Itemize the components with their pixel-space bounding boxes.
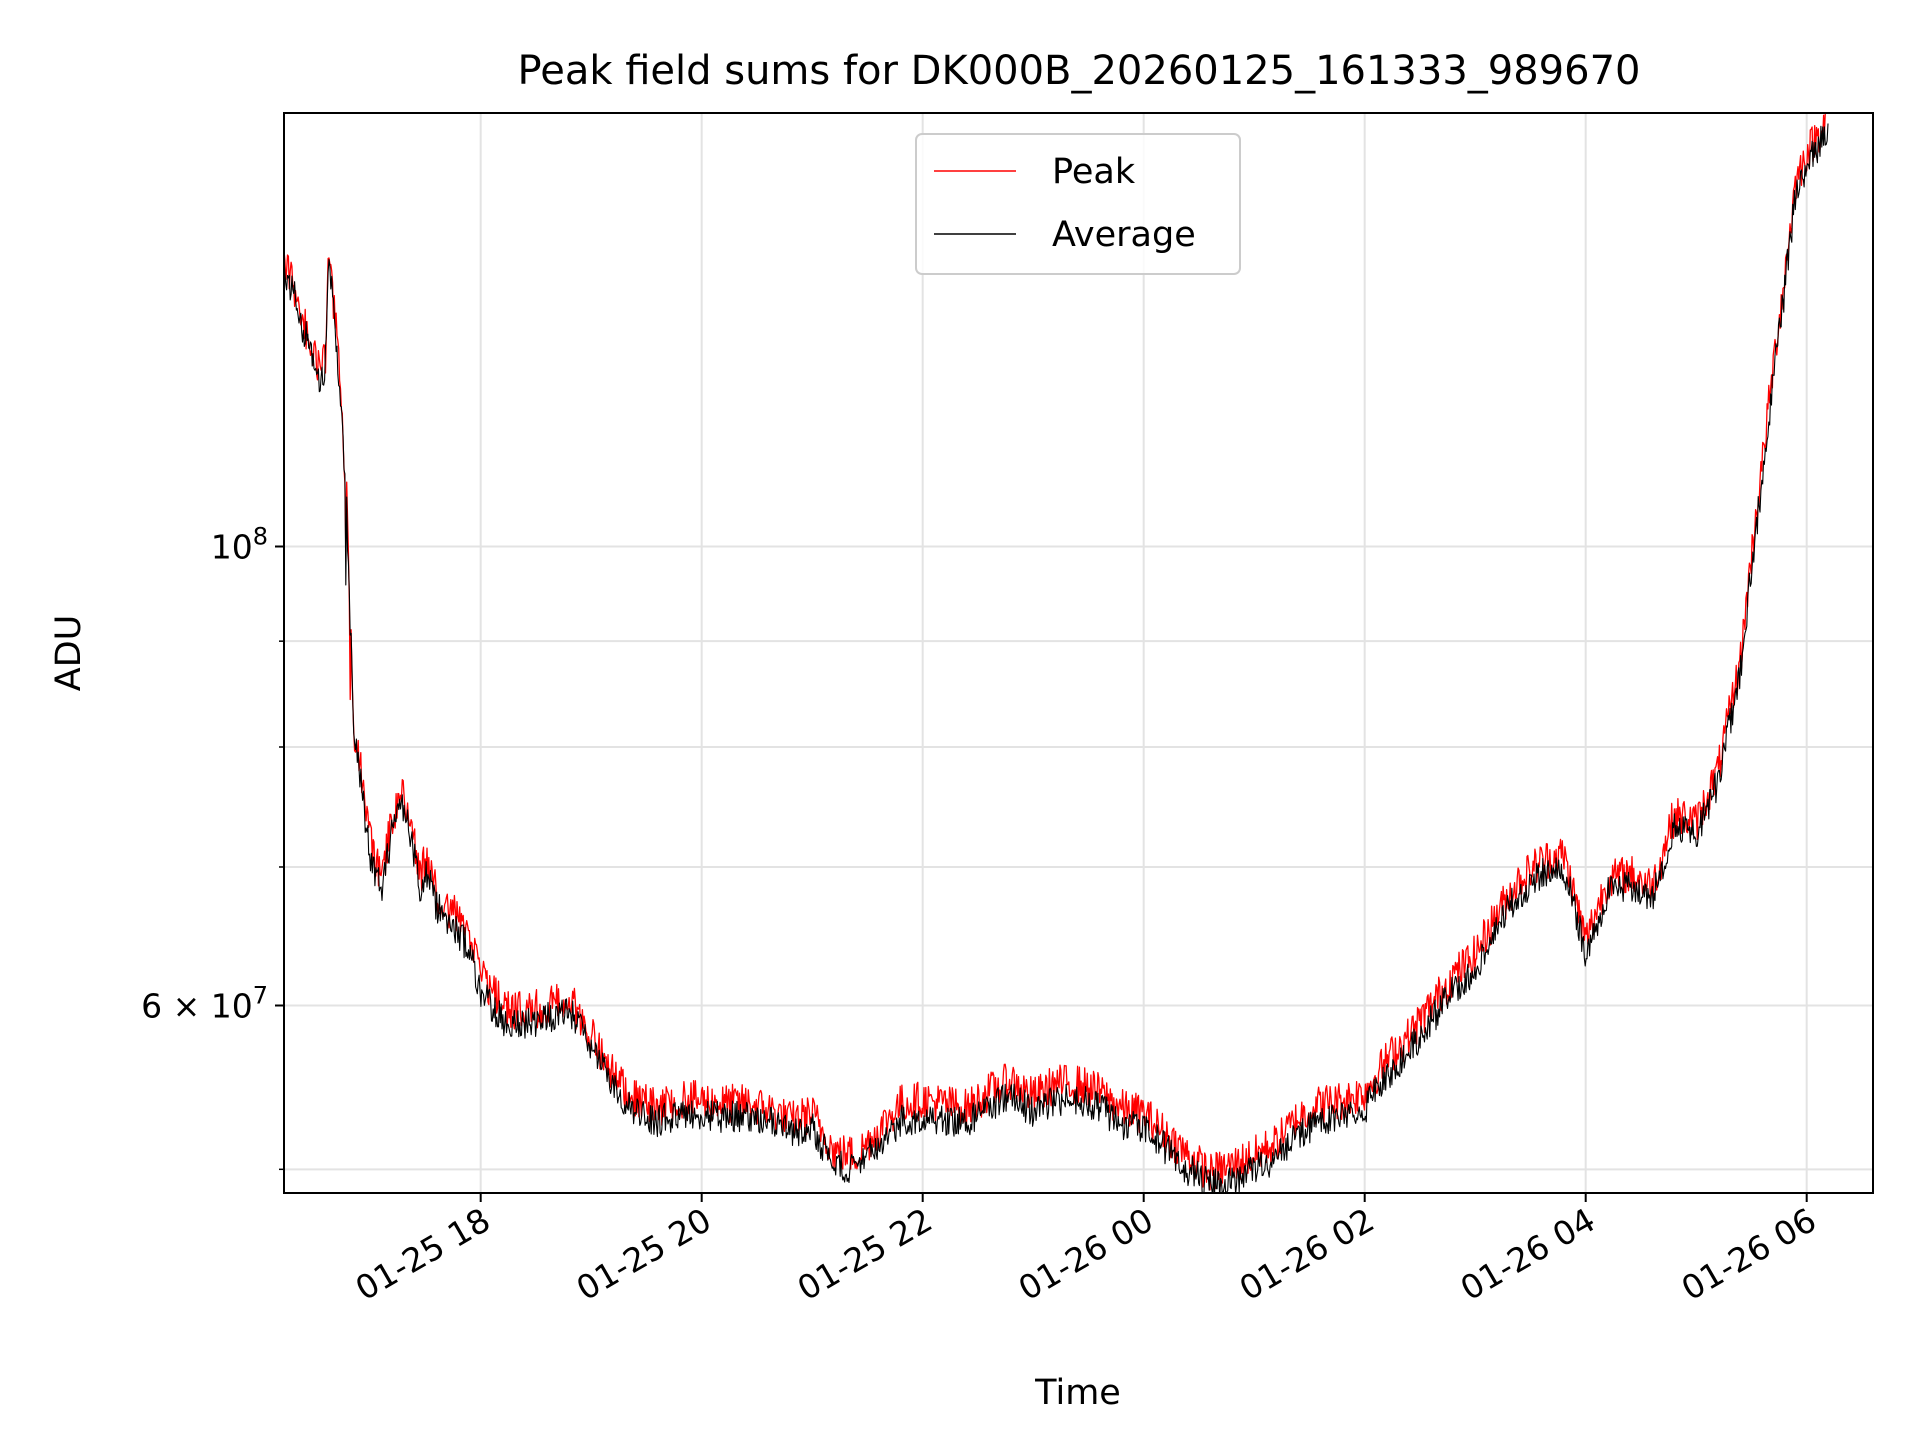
legend-peak-label: Peak [1052,152,1136,192]
legend-box [915,133,1241,275]
y-tick-label-base: 10 [211,527,253,566]
x-tick-label: 01-26 06 [1675,1200,1823,1308]
legend-average-label: Average [1052,215,1196,255]
x-tick-label: 01-25 18 [349,1200,497,1308]
plot-area [284,113,1829,1193]
gridlines [284,113,1873,1193]
x-axis-ticks: 01-25 18 01-25 20 01-25 22 01-26 00 01-26 02… [349,1193,1823,1308]
y-axis-label: ADU [49,615,89,692]
plot-frame [283,112,1874,1194]
x-tick-label: 01-26 04 [1454,1200,1602,1308]
chart-title: Peak field sums for DK000B_20260125_1613… [518,48,1641,94]
y-axis-ticks: 108 6 × 107 [141,522,284,1171]
x-tick-label: 01-26 00 [1012,1200,1160,1308]
y-tick-label-exponent: 7 [253,982,268,1010]
legend: Peak Average [915,133,1241,275]
x-tick-label: 01-25 20 [570,1200,718,1308]
x-axis-label: Time [1034,1373,1121,1413]
y-tick-label-exponent: 8 [253,522,268,550]
series-line-average [284,123,1829,1193]
y-tick-label-base: 6 × 10 [141,987,253,1026]
x-tick-label: 01-25 22 [791,1200,939,1308]
y-tick-label: 108 [211,522,268,566]
x-tick-label: 01-26 02 [1233,1200,1381,1308]
y-tick-label: 6 × 107 [141,982,268,1026]
